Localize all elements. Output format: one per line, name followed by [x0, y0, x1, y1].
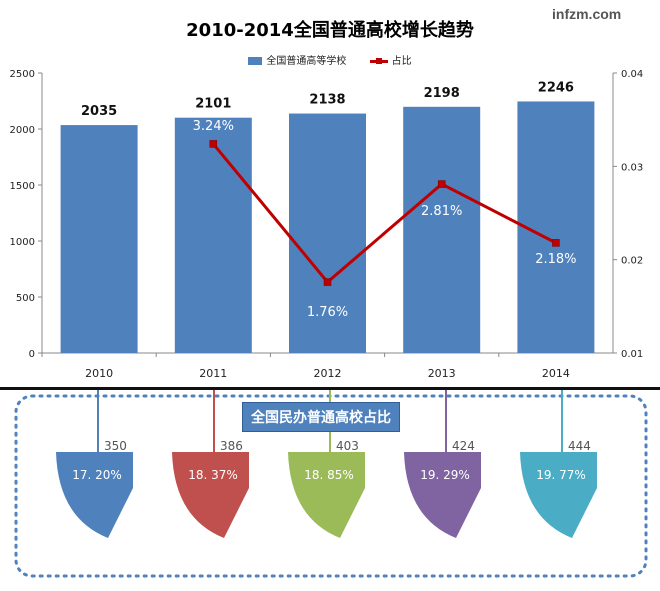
bar-value-label: 2101 — [195, 97, 231, 112]
y-tick-label: 2000 — [10, 125, 35, 136]
y-tick-label: 1000 — [10, 237, 35, 248]
line-point — [552, 239, 560, 247]
private-percent-label: 18. 85% — [304, 468, 354, 482]
line-value-label: 1.76% — [307, 305, 348, 320]
private-count-label: 350 — [104, 439, 127, 453]
legend-bar-swatch-icon — [248, 57, 263, 65]
private-percent-label: 19. 29% — [420, 468, 470, 482]
private-percent-label: 17. 20% — [72, 468, 122, 482]
bar-value-label: 2138 — [309, 93, 345, 108]
legend-item-line: 占比 — [369, 52, 412, 67]
x-tick-label: 2010 — [85, 367, 113, 380]
legend-line-label: 占比 — [391, 56, 412, 67]
share-wedge — [520, 452, 597, 538]
bar-value-label: 2035 — [81, 104, 117, 119]
x-tick-label: 2014 — [542, 367, 570, 380]
share-wedge — [404, 452, 481, 538]
private-count-label: 386 — [220, 439, 243, 453]
bar — [60, 125, 138, 353]
private-count-label: 424 — [452, 439, 475, 453]
y-tick-label: 500 — [16, 293, 35, 304]
private-percent-label: 19. 77% — [536, 468, 586, 482]
main-chart: 0 500 1000 1500 2000 2500 0.01 0.02 0.03 0.04 2035… — [10, 69, 644, 380]
x-tick-label: 2011 — [199, 367, 227, 380]
y2-tick-label: 0.01 — [621, 349, 643, 360]
line-point — [437, 180, 446, 188]
private-percent-label: 18. 37% — [188, 468, 238, 482]
y2-tick-label: 0.04 — [621, 69, 643, 80]
private-universities-panel: 350 17. 20% 386 18. 37% 403 18. 85% 424 19. 29%… — [14, 390, 648, 578]
line-value-label: 2.18% — [535, 252, 576, 267]
share-wedge — [172, 452, 249, 538]
private-count-label: 403 — [336, 439, 359, 453]
y-tick-label: 2500 — [10, 69, 35, 80]
ratio-line — [212, 142, 557, 285]
legend-bars-label: 全国普通高等学校 — [266, 56, 347, 67]
line-value-label: 3.24% — [193, 119, 234, 134]
private-universities-title: 全国民办普通高校占比 — [242, 402, 400, 432]
share-wedge — [56, 452, 133, 538]
bar — [517, 101, 595, 353]
y2-tick-label: 0.03 — [621, 162, 643, 173]
private-count-label: 444 — [568, 439, 591, 453]
x-tick-label: 2013 — [428, 367, 456, 380]
y-tick-label: 0 — [29, 349, 35, 360]
line-value-label: 2.81% — [421, 204, 462, 219]
chart-title: 2010-2014全国普通高校增长趋势 — [186, 20, 474, 41]
legend-item-bars: 全国普通高等学校 — [248, 52, 346, 67]
bar-value-label: 2246 — [538, 80, 574, 95]
separator-line — [0, 387, 660, 390]
y2-tick-label: 0.02 — [621, 256, 643, 267]
bar-value-label: 2198 — [424, 86, 460, 101]
y-tick-label: 1500 — [10, 181, 35, 192]
share-wedge — [288, 452, 365, 538]
line-point — [209, 140, 218, 148]
bar — [403, 106, 481, 353]
watermark-logo: infzm.com — [552, 6, 622, 22]
bar — [289, 113, 366, 353]
line-point — [323, 278, 332, 286]
legend: 全国普通高等学校 占比 — [0, 52, 660, 67]
bar — [174, 117, 252, 353]
x-tick-label: 2012 — [314, 367, 342, 380]
legend-line-swatch-icon — [369, 57, 388, 64]
